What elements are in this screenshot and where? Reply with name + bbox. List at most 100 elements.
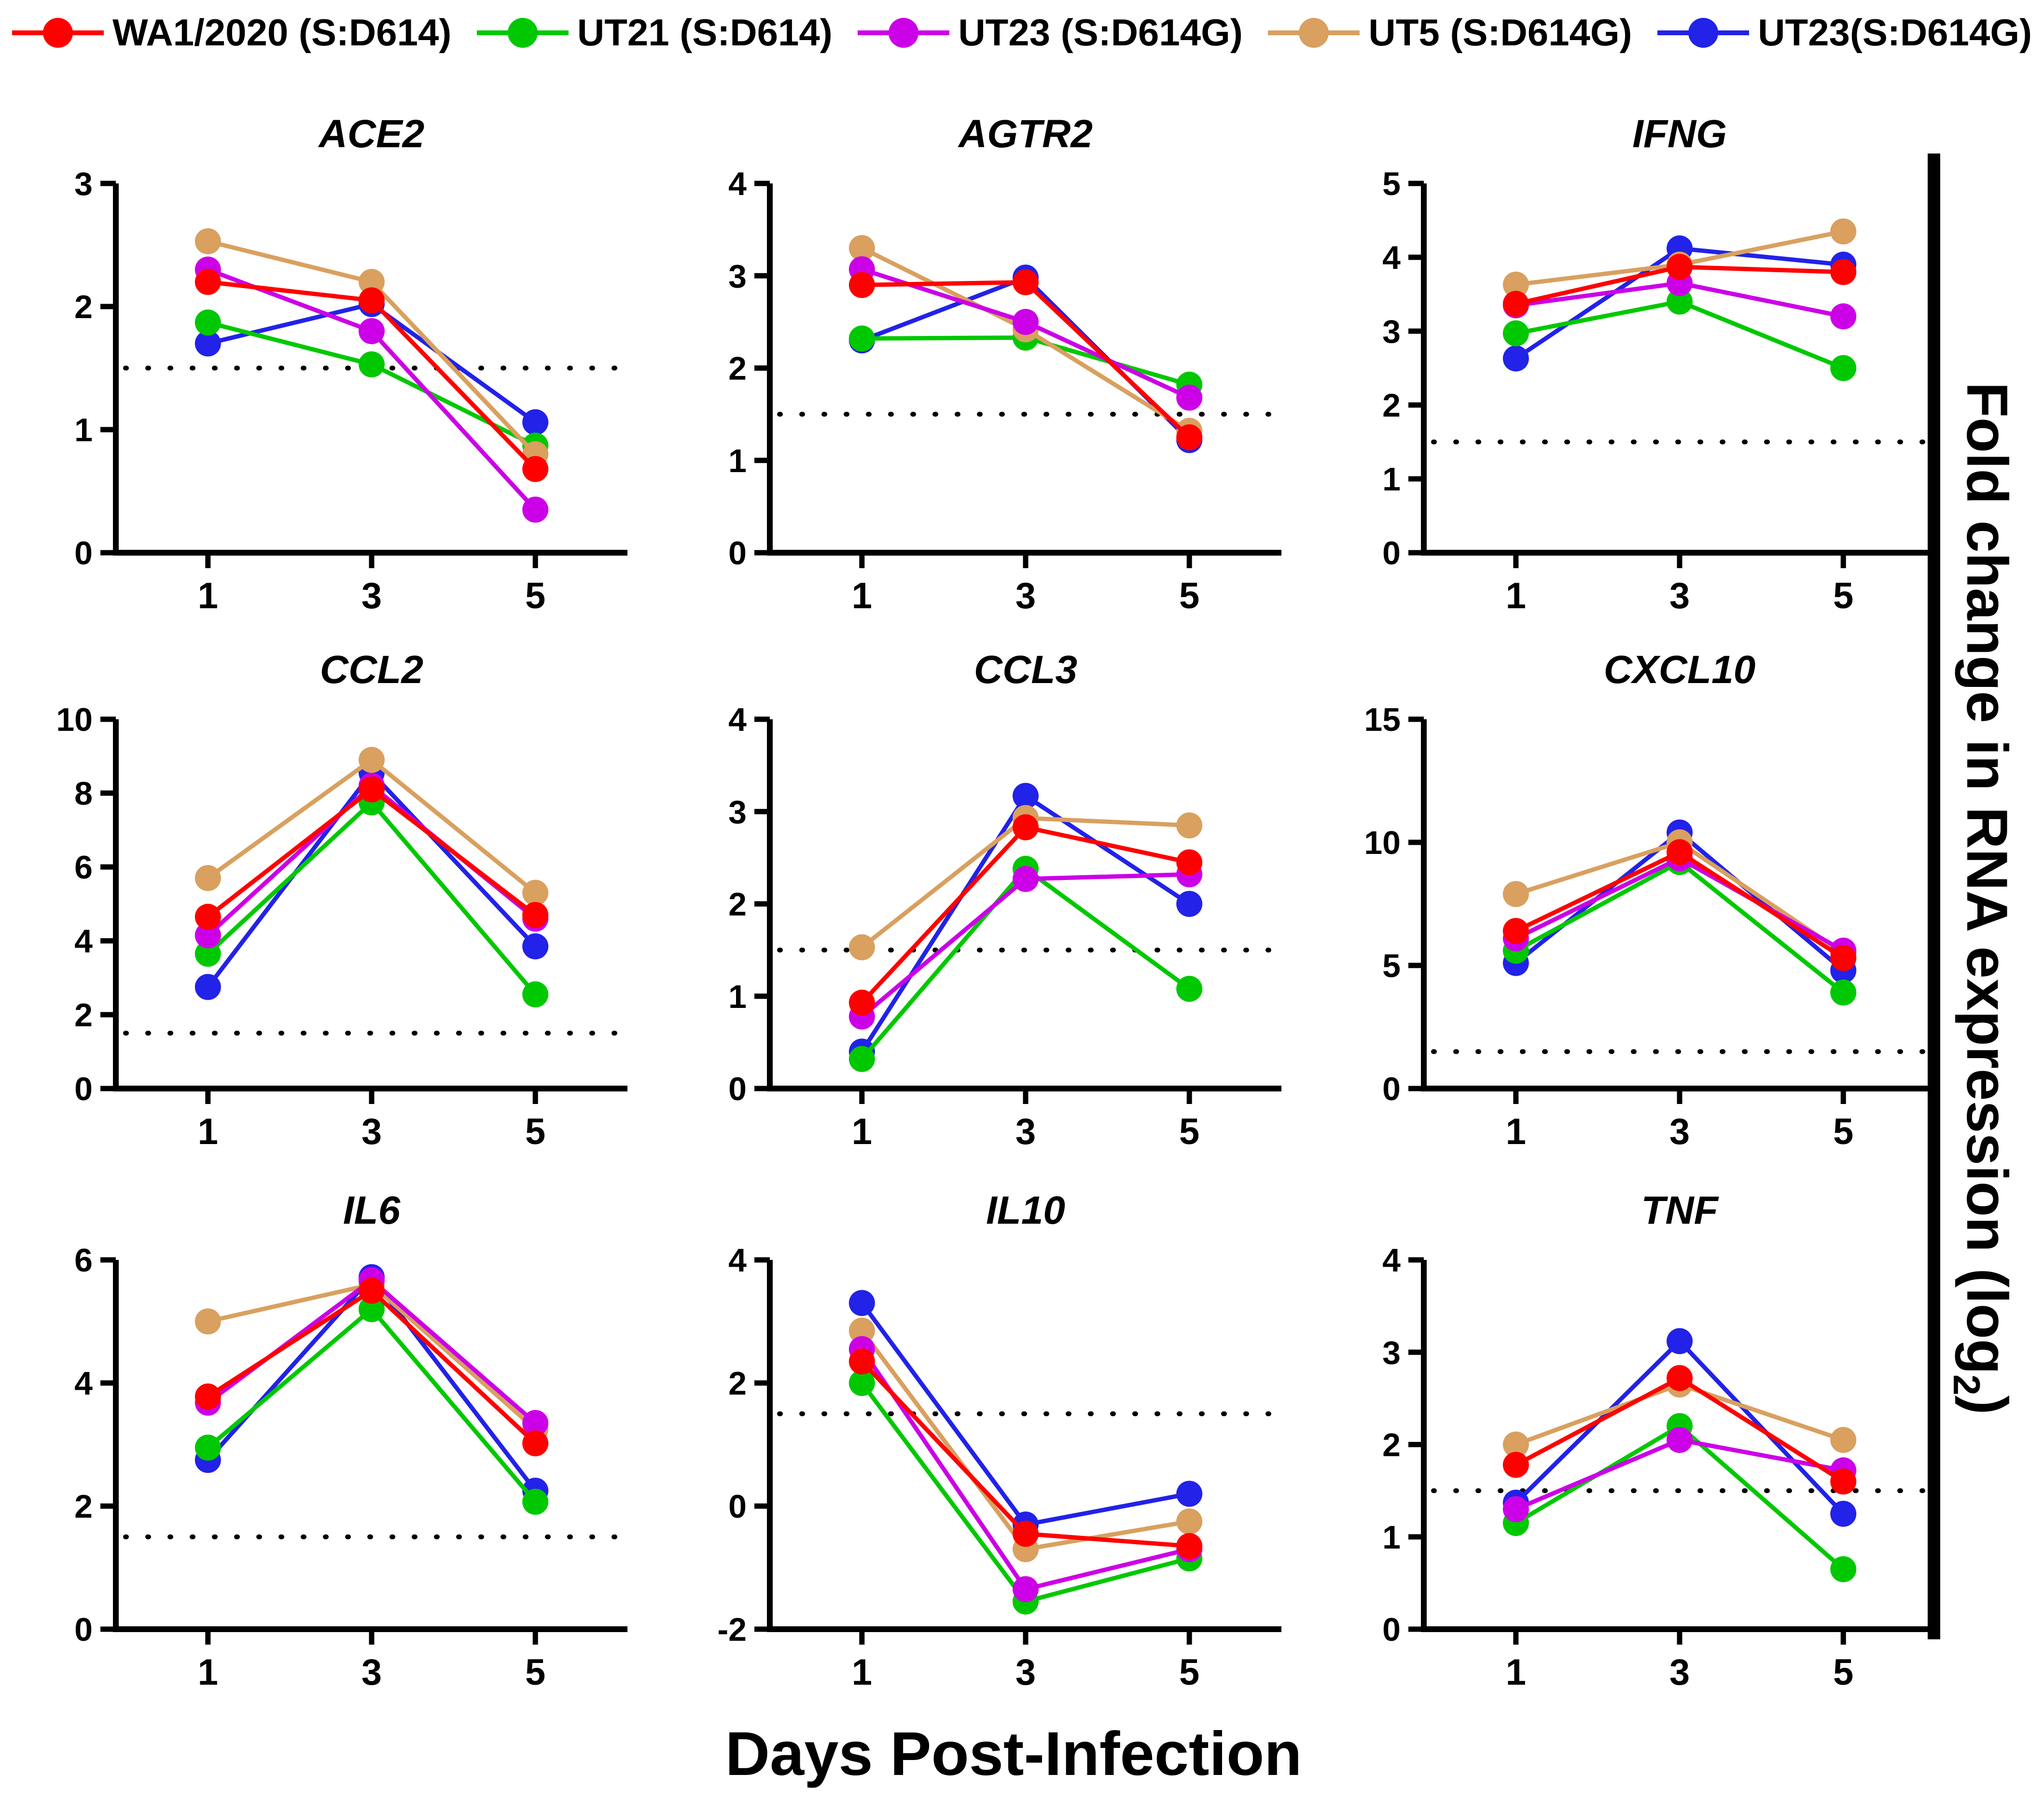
legend-item-red: WA1/2020 (S:D614) (12, 11, 451, 55)
data-point (1502, 320, 1529, 347)
y-tick-label: 1 (74, 412, 93, 448)
y-tick-label: 2 (728, 1365, 747, 1402)
data-point (359, 269, 385, 295)
y-tick-label: 3 (1382, 313, 1401, 350)
data-point (522, 981, 549, 1007)
panel-CCL3: CCL3 0 1 2 3 4 1 3 5 (688, 637, 1320, 1163)
panel-TNF: TNF 0 1 2 3 4 1 3 5 (1342, 1178, 1974, 1704)
x-tick-label: 3 (362, 575, 382, 616)
data-point (359, 351, 385, 377)
y-axis-label-end: ) (1955, 1395, 2019, 1415)
legend-marker-icon (858, 17, 950, 48)
data-point (522, 880, 549, 906)
y-tick-label: 1 (728, 978, 747, 1015)
data-point (1176, 891, 1203, 917)
y-tick-label: 4 (728, 166, 747, 202)
data-point (1176, 384, 1203, 411)
series-line (860, 866, 1191, 1061)
data-point (195, 865, 221, 891)
y-tick-label: 3 (728, 258, 747, 294)
y-tick-label: 2 (74, 997, 93, 1034)
legend-marker-dot (1299, 17, 1329, 48)
data-point (1502, 918, 1529, 944)
figure-legend: WA1/2020 (S:D614) UT21 (S:D614) UT23 (S:D6… (12, 5, 2032, 60)
data-point (1502, 1452, 1529, 1478)
x-tick-label: 5 (1179, 1111, 1199, 1152)
y-tick-label: 4 (74, 923, 93, 960)
data-point (1176, 1533, 1203, 1559)
data-point (1830, 303, 1857, 330)
panel-title: TNF (1641, 1188, 1719, 1232)
data-point (522, 496, 549, 523)
legend-item-label: UT23 (S:D614G) (958, 11, 1243, 54)
y-tick-label: 4 (728, 701, 747, 738)
data-point (848, 325, 875, 352)
panel-title: CXCL10 (1604, 648, 1755, 692)
y-tick-label: 3 (1382, 1334, 1401, 1371)
panel-IFNG: IFNG 0 1 2 3 4 5 1 3 5 (1342, 101, 1974, 628)
y-tick-label: 4 (1382, 1242, 1401, 1279)
series-line (206, 799, 537, 996)
data-point (359, 1277, 385, 1304)
data-point (848, 1348, 875, 1375)
y-tick-label: 4 (74, 1365, 93, 1402)
data-point (195, 1308, 221, 1335)
panel-title: IFNG (1632, 112, 1727, 156)
data-point (1502, 291, 1529, 317)
y-axis-label-subscript: 2 (1946, 1374, 1988, 1396)
y-tick-label: 3 (74, 166, 93, 202)
data-point (1830, 979, 1857, 1006)
legend-marker-dot (889, 17, 919, 48)
data-point (195, 269, 221, 295)
data-point (522, 1410, 549, 1436)
y-tick-label: 15 (1364, 701, 1401, 738)
y-tick-label: 0 (74, 1071, 93, 1107)
legend-item-label: WA1/2020 (S:D614) (112, 11, 452, 54)
y-tick-label: 8 (74, 775, 93, 812)
data-point (848, 990, 875, 1016)
data-point (1502, 1431, 1529, 1458)
panel-chart-AGTR2: AGTR2 0 1 2 3 4 1 3 5 (728, 112, 1284, 616)
legend-marker-icon (1268, 17, 1360, 48)
legend-item-label: UT23(S:D614G) (1758, 11, 2032, 54)
y-tick-label: 2 (74, 1488, 93, 1525)
y-tick-label: -2 (718, 1611, 747, 1648)
data-point (1502, 345, 1529, 372)
x-tick-label: 3 (1015, 1652, 1036, 1693)
y-tick-label: 1 (1382, 461, 1401, 498)
data-point (1176, 976, 1203, 1002)
panel-CCL2: CCL2 0 2 4 6 8 10 1 3 5 (34, 637, 666, 1163)
legend-item-tan: UT5 (S:D614G) (1268, 11, 1632, 55)
y-axis-figure-label: Fold change in RNA expression (log2) (1946, 126, 2020, 1671)
y-tick-label: 0 (728, 1488, 747, 1525)
y-tick-label: 10 (1364, 824, 1401, 861)
data-point (1502, 271, 1529, 298)
x-tick-label: 3 (362, 1111, 382, 1152)
panel-ACE2: ACE2 0 1 2 3 1 3 5 (34, 101, 666, 628)
data-point (195, 922, 221, 949)
legend-item-magenta: UT23 (S:D614G) (858, 11, 1243, 55)
data-point (1830, 945, 1857, 971)
y-tick-label: 1 (1382, 1519, 1401, 1556)
right-axis-bar (1928, 154, 1940, 1639)
x-tick-label: 1 (852, 1111, 872, 1152)
panel-title: IL10 (986, 1188, 1065, 1232)
data-point (359, 318, 385, 344)
data-point (522, 1489, 549, 1515)
data-point (1176, 849, 1203, 876)
panel-chart-CCL2: CCL2 0 2 4 6 8 10 1 3 5 (56, 648, 630, 1152)
x-tick-label: 5 (1833, 575, 1853, 616)
data-point (195, 309, 221, 336)
x-tick-label: 5 (1833, 1111, 1853, 1152)
x-tick-label: 3 (1669, 1111, 1690, 1152)
data-point (848, 1317, 875, 1344)
x-tick-label: 1 (852, 575, 872, 616)
y-tick-label: 6 (74, 849, 93, 886)
panel-chart-TNF: TNF 0 1 2 3 4 1 3 5 (1382, 1188, 1938, 1693)
panel-chart-CXCL10: CXCL10 0 5 10 15 1 3 5 (1364, 648, 1938, 1152)
legend-marker-icon (476, 17, 569, 48)
y-tick-label: 0 (1382, 535, 1401, 572)
y-tick-label: 0 (1382, 1071, 1401, 1107)
y-tick-label: 2 (74, 289, 93, 325)
data-point (1667, 1426, 1693, 1453)
